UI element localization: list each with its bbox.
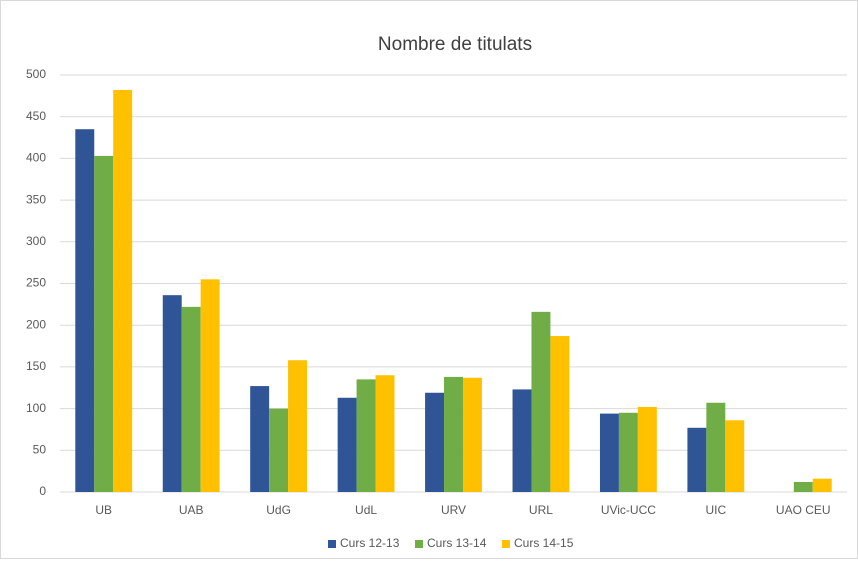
x-tick-label: UAB	[179, 503, 204, 517]
bar	[793, 481, 813, 492]
x-tick-label: UVic-UCC	[601, 503, 656, 517]
x-tick-label: UB	[95, 503, 112, 517]
bar	[337, 397, 357, 492]
x-tick-label: UIC	[705, 503, 726, 517]
legend-swatch	[328, 540, 336, 548]
y-tick-label: 50	[33, 442, 47, 456]
legend-swatch	[415, 540, 423, 548]
bar	[75, 129, 95, 492]
bar	[113, 90, 133, 493]
bar	[181, 306, 201, 492]
y-tick-label: 300	[26, 234, 46, 248]
bar	[162, 295, 182, 492]
legend-label: Curs 14-15	[514, 536, 574, 550]
y-tick-label: 200	[26, 317, 46, 331]
bar	[512, 389, 532, 492]
bar	[356, 379, 376, 492]
y-tick-label: 350	[26, 192, 46, 206]
bar	[375, 375, 395, 492]
bar	[94, 155, 114, 492]
bar	[687, 427, 707, 492]
x-tick-label: UAO CEU	[776, 503, 831, 517]
y-tick-label: 450	[26, 109, 46, 123]
x-tick-label: URL	[529, 503, 553, 517]
y-tick-label: 150	[26, 359, 46, 373]
y-tick-label: 0	[39, 484, 46, 498]
bar	[550, 336, 570, 492]
bar	[637, 406, 657, 492]
bar	[200, 279, 220, 492]
legend-swatch	[502, 540, 510, 548]
x-tick-label: UdL	[355, 503, 377, 517]
y-tick-label: 250	[26, 276, 46, 290]
y-tick-label: 100	[26, 401, 46, 415]
y-tick-label: 400	[26, 151, 46, 165]
x-tick-label: UdG	[266, 503, 291, 517]
y-tick-label: 500	[26, 67, 46, 81]
x-tick-label: URV	[441, 503, 466, 517]
bar	[462, 377, 482, 492]
legend-label: Curs 12-13	[340, 536, 400, 550]
bar	[250, 386, 270, 492]
bar	[599, 413, 619, 492]
bar	[269, 408, 289, 492]
bar	[425, 392, 445, 492]
bar	[531, 311, 551, 492]
bar	[812, 478, 832, 492]
legend-label: Curs 13-14	[427, 536, 487, 550]
bar	[725, 420, 745, 492]
chart-title: Nombre de titulats	[378, 34, 532, 55]
bar	[618, 412, 638, 492]
bar	[444, 376, 463, 492]
bar	[706, 402, 726, 492]
bar	[288, 360, 308, 492]
